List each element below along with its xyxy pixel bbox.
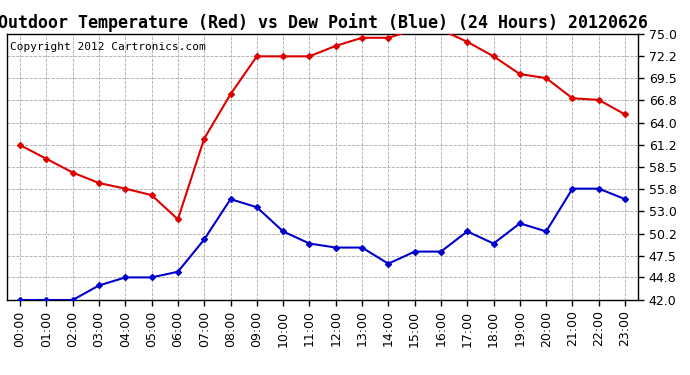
Title: Outdoor Temperature (Red) vs Dew Point (Blue) (24 Hours) 20120626: Outdoor Temperature (Red) vs Dew Point (… — [0, 13, 648, 32]
Text: Copyright 2012 Cartronics.com: Copyright 2012 Cartronics.com — [10, 42, 206, 52]
